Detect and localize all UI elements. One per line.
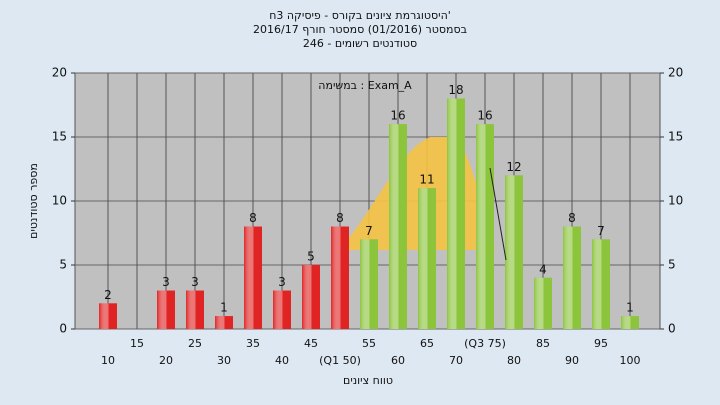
value-label: 18 xyxy=(448,83,463,97)
y-tick-label: 10 xyxy=(52,194,67,208)
value-label: 1 xyxy=(220,301,228,315)
value-label: 7 xyxy=(365,224,373,238)
x-tick-label: (Q1 50) xyxy=(319,354,361,367)
value-label: 8 xyxy=(336,211,344,225)
bar-shine xyxy=(418,188,436,329)
value-label: 11 xyxy=(419,173,434,187)
value-label: 5 xyxy=(307,250,315,264)
x-tick-label: 35 xyxy=(246,337,260,350)
chart-subtitle: סטודנטים רשומים - 246 xyxy=(303,37,417,50)
y-tick-label: 0 xyxy=(59,322,67,336)
x-tick-label: 65 xyxy=(420,337,434,350)
chart-subtitle: בסמסטר (01/2016) סמסטר חורף 2016/17 xyxy=(253,23,467,36)
bar-shine xyxy=(534,277,552,329)
bar-shine xyxy=(99,303,117,329)
x-tick-label: 45 xyxy=(304,337,318,350)
y-tick-label: 5 xyxy=(59,258,67,272)
y2-tick-label: 10 xyxy=(668,194,683,208)
x-tick-label: 55 xyxy=(362,337,376,350)
value-label: 8 xyxy=(249,211,257,225)
x-tick-label: 70 xyxy=(449,354,463,367)
y-tick-label: 15 xyxy=(52,130,67,144)
value-label: 1 xyxy=(626,301,634,315)
y2-tick-label: 0 xyxy=(668,322,676,336)
bar-shine xyxy=(447,98,465,329)
y2-tick-label: 5 xyxy=(668,258,676,272)
y2-tick-label: 20 xyxy=(668,66,683,80)
x-tick-label: 20 xyxy=(159,354,173,367)
bar-shine xyxy=(476,124,494,329)
bar-shine xyxy=(302,265,320,329)
bar-shine xyxy=(360,239,378,329)
bar-shine xyxy=(505,175,523,329)
bar-shine xyxy=(273,290,291,329)
x-tick-label: 80 xyxy=(507,354,521,367)
x-tick-label: 15 xyxy=(130,337,144,350)
value-label: 4 xyxy=(539,262,547,276)
chart-title: היסטוגרמת ציונים בקורס - פיסיקה 3ח' xyxy=(269,9,451,22)
value-label: 3 xyxy=(191,275,199,289)
bar-shine xyxy=(215,316,233,329)
value-label: 2 xyxy=(104,288,112,302)
value-label: 8 xyxy=(568,211,576,225)
bar-shine xyxy=(389,124,407,329)
y2-tick-label: 15 xyxy=(668,130,683,144)
value-label: 16 xyxy=(390,109,405,123)
value-label: 12 xyxy=(506,160,521,174)
bar-shine xyxy=(186,290,204,329)
decor-line xyxy=(489,167,507,261)
value-label: 3 xyxy=(278,275,286,289)
bar-shine xyxy=(331,226,349,329)
bar-shine xyxy=(592,239,610,329)
x-tick-label: 100 xyxy=(620,354,641,367)
x-tick-label: 10 xyxy=(101,354,115,367)
x-tick-label: 40 xyxy=(275,354,289,367)
value-label: 7 xyxy=(597,224,605,238)
x-tick-label: 60 xyxy=(391,354,405,367)
y-axis-label: מספר סטודנטים xyxy=(27,163,40,239)
annotation: במשימה : Exam_A xyxy=(318,79,412,92)
bar-shine xyxy=(157,290,175,329)
value-label: 3 xyxy=(162,275,170,289)
x-tick-label: 25 xyxy=(188,337,202,350)
x-tick-label: 90 xyxy=(565,354,579,367)
value-label: 16 xyxy=(477,109,492,123)
bar-shine xyxy=(621,316,639,329)
x-tick-label: (Q3 75) xyxy=(464,337,506,350)
bar-shine xyxy=(244,226,262,329)
x-tick-label: 30 xyxy=(217,354,231,367)
y-tick-label: 20 xyxy=(52,66,67,80)
x-tick-label: 95 xyxy=(594,337,608,350)
x-axis-label: טווח ציונים xyxy=(343,374,393,387)
x-tick-label: 85 xyxy=(536,337,550,350)
bar-shine xyxy=(563,226,581,329)
